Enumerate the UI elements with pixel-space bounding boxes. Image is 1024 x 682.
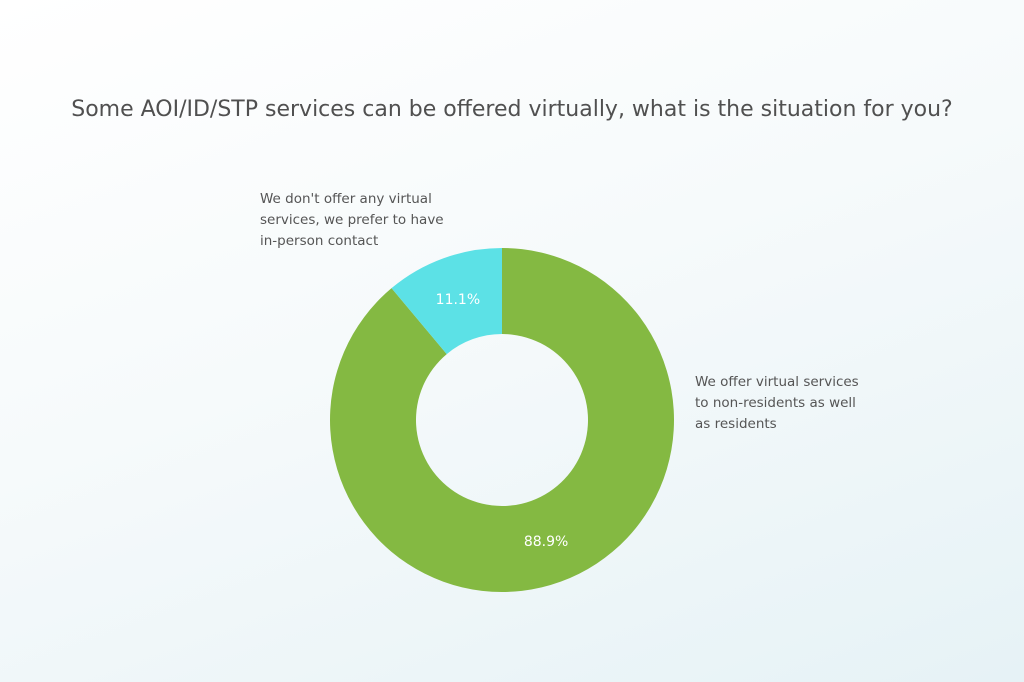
slice-label-virtual: We offer virtual services to non-residen… <box>695 372 859 435</box>
label-line: in-person contact <box>260 233 379 249</box>
label-line: We offer virtual services <box>695 374 859 390</box>
donut-slice <box>330 248 674 592</box>
slice-data-label: 88.9% <box>524 534 568 550</box>
label-line: to non-residents as well <box>695 395 856 411</box>
chart-title: Some AOI/ID/STP services can be offered … <box>71 97 953 122</box>
donut-slice <box>391 248 502 355</box>
label-line: We don't offer any virtual <box>260 191 432 207</box>
slice-label-in-person: We don't offer any virtual services, we … <box>260 189 444 252</box>
slice-data-label: 11.1% <box>436 292 480 308</box>
label-line: services, we prefer to have <box>260 212 444 228</box>
label-line: as residents <box>695 416 777 432</box>
